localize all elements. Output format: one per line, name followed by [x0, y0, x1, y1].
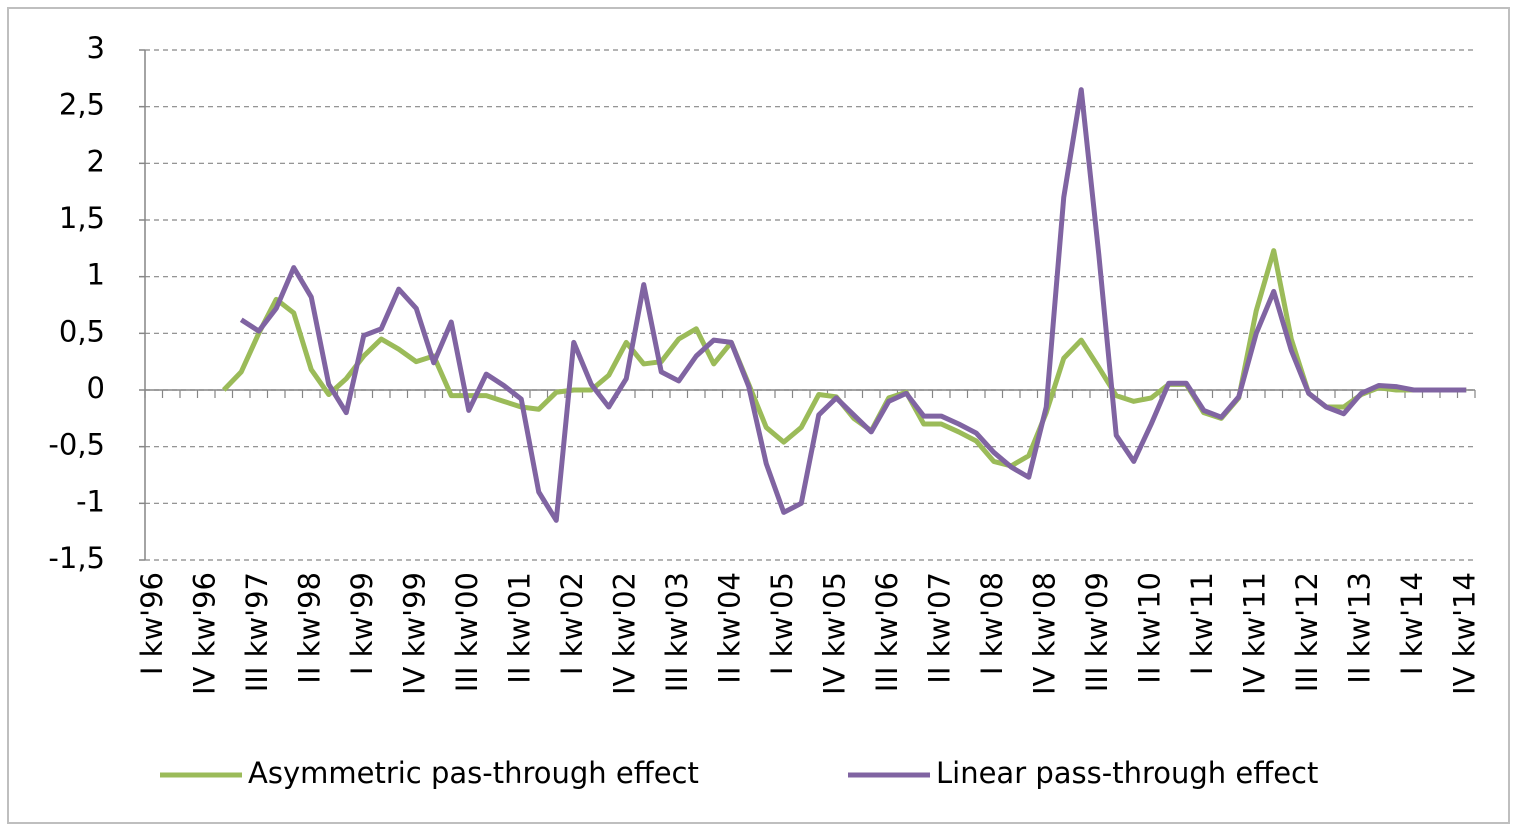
x-tick-label: I kw'99: [345, 572, 379, 675]
x-tick-label: III kw'03: [660, 572, 694, 692]
x-tick-label: III kw'12: [1290, 572, 1324, 692]
x-tick-label: IV kw'96: [187, 572, 221, 695]
x-tick-label: IV kw'99: [397, 572, 431, 695]
x-tick-label: III kw'06: [870, 572, 904, 692]
y-tick-label: 1,5: [59, 201, 105, 235]
x-tick-label: III kw'09: [1080, 572, 1114, 692]
x-tick-label: I kw'11: [1185, 572, 1219, 675]
y-tick-label: 2,5: [59, 88, 105, 122]
y-tick-label: -0,5: [48, 428, 105, 462]
y-tick-label: -1: [76, 484, 105, 518]
x-tick-label: I kw'08: [975, 572, 1009, 675]
x-tick-label: I kw'14: [1395, 572, 1429, 675]
legend-label: Asymmetric pas-through effect: [248, 756, 699, 790]
x-tick-label: II kw'13: [1342, 572, 1376, 684]
x-tick-label: II kw'10: [1132, 572, 1166, 684]
x-tick-label: I kw'96: [135, 572, 169, 675]
y-tick-label: 2: [87, 144, 105, 178]
x-tick-label: III kw'97: [240, 572, 274, 692]
x-tick-label: IV kw'14: [1447, 572, 1481, 695]
x-tick-label: IV kw'08: [1027, 572, 1061, 695]
legend-label: Linear pass-through effect: [936, 756, 1318, 790]
x-tick-label: IV kw'02: [607, 572, 641, 695]
y-tick-label: 3: [87, 31, 105, 65]
y-tick-label: 0,5: [59, 314, 105, 348]
x-tick-label: IV kw'11: [1237, 572, 1271, 695]
x-tick-label: II kw'07: [922, 572, 956, 684]
series-line: [239, 87, 1467, 523]
x-tick-label: I kw'05: [765, 572, 799, 675]
y-tick-label: 1: [87, 258, 105, 292]
x-tick-label: II kw'98: [292, 572, 326, 684]
chart-border: [7, 7, 1510, 824]
y-tick-label: 0: [87, 371, 105, 405]
y-tick-label: -1,5: [48, 541, 105, 575]
x-tick-label: IV kw'05: [817, 572, 851, 695]
x-tick-label: III kw'00: [450, 572, 484, 692]
x-tick-label: II kw'04: [712, 572, 746, 684]
x-tick-label: II kw'01: [502, 572, 536, 684]
x-tick-label: I kw'02: [555, 572, 589, 675]
